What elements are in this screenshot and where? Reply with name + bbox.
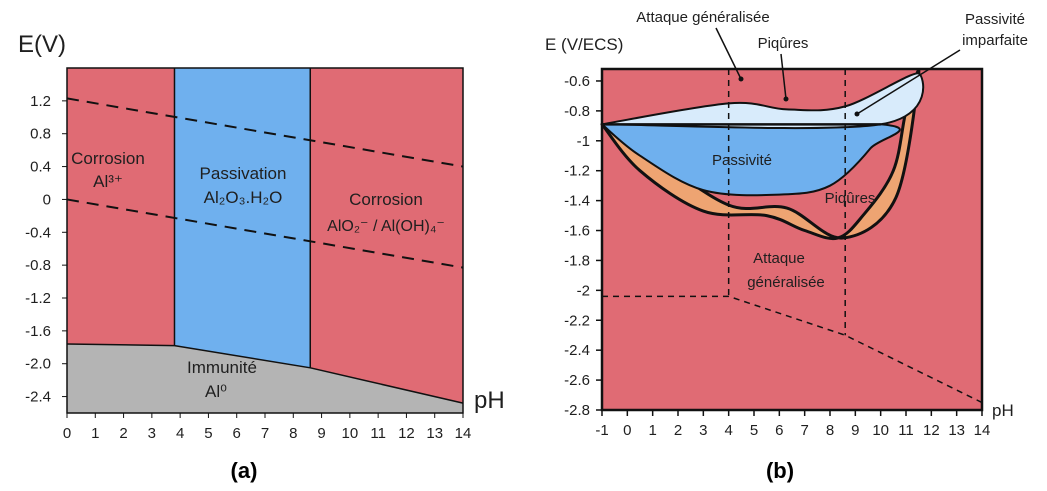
b-xtick-label: 2 <box>674 422 682 439</box>
label-immunite: Immunité <box>187 358 257 377</box>
pointer-imperfect <box>856 49 961 115</box>
a-ytick-label: -2.0 <box>25 356 51 373</box>
label-corrosion-acid: Corrosion <box>71 149 145 168</box>
a-xtick-label: 2 <box>119 425 127 442</box>
a-ytick-label: -1.2 <box>25 290 51 307</box>
panel-a-x-axis-label: pH <box>474 387 505 414</box>
pointer-dot-pitting-top <box>783 96 789 102</box>
b-ytick-label: -0.8 <box>564 103 590 120</box>
label-imperfect-1: Passivité <box>965 11 1025 28</box>
a-xtick-label: 8 <box>289 425 297 442</box>
panel-b-chart: -0.6 -0.8 -1 -1.2 -1.4 -1.6 -1.8 -2 -2.2 -2.4 -2.6… <box>545 9 1028 483</box>
a-xtick-label: 0 <box>63 425 71 442</box>
b-ytick-label: -2.6 <box>564 372 590 389</box>
pointer-pitting-top <box>780 53 787 100</box>
a-xtick-label: 4 <box>176 425 184 442</box>
b-xtick-label: 4 <box>724 422 732 439</box>
a-xtick-label: 6 <box>233 425 241 442</box>
b-xtick-label: 14 <box>974 422 991 439</box>
immunity-boundary <box>66 343 464 404</box>
b-xtick-label: 5 <box>750 422 758 439</box>
pointer-dot-imperfect <box>854 111 860 117</box>
b-ytick-label: -1.8 <box>564 252 590 269</box>
panel-b-caption: (b) <box>766 458 794 483</box>
a-xtick-label: 5 <box>204 425 212 442</box>
panel-b-plot-frame <box>600 67 984 412</box>
b-xtick-label: 7 <box>800 422 808 439</box>
b-xtick-label: 6 <box>775 422 783 439</box>
region-2 <box>310 68 463 413</box>
label-attack-mid-2: généralisée <box>747 274 825 291</box>
a-xtick-label: 1 <box>91 425 99 442</box>
a-ytick-label: 0.8 <box>30 126 51 143</box>
label-passivation: Passivation <box>200 164 287 183</box>
label-pitting-top: Piqûres <box>758 35 809 52</box>
label-passivity: Passivité <box>712 152 772 169</box>
b-ytick-label: -1.6 <box>564 223 590 240</box>
label-alo2-aloh4: AlO₂⁻ / Al(OH)₄⁻ <box>327 218 445 235</box>
b-ytick-label: -1 <box>577 133 590 150</box>
b-ytick-label: -2 <box>577 282 590 299</box>
b-xtick-label: -1 <box>595 422 608 439</box>
label-attack-top: Attaque généralisée <box>636 9 769 26</box>
a-ytick-label: -0.8 <box>25 257 51 274</box>
a-xtick-label: 14 <box>455 425 472 442</box>
b-xtick-label: 9 <box>851 422 859 439</box>
label-al2o3: Al₂O₃.H₂O <box>204 188 283 207</box>
pointer-dot-attack-top <box>738 76 744 82</box>
label-corrosion-basic: Corrosion <box>349 190 423 209</box>
b-xtick-label: 10 <box>872 422 889 439</box>
a-ytick-label: 1.2 <box>30 93 51 110</box>
a-ytick-label: 0.4 <box>30 159 51 176</box>
dashed-boundary-2 <box>602 295 983 404</box>
panel-a-caption: (a) <box>231 458 258 483</box>
b-xtick-label: 11 <box>898 422 914 439</box>
a-xtick-label: 10 <box>342 425 359 442</box>
b-ytick-label: -1.2 <box>564 163 590 180</box>
b-ytick-label: -2.8 <box>564 402 590 419</box>
panel-b-x-axis-label: pH <box>992 401 1014 420</box>
b-xtick-label: 3 <box>699 422 707 439</box>
b-xtick-label: 8 <box>826 422 834 439</box>
label-al0: Al⁰ <box>205 382 227 401</box>
a-ytick-label: -1.6 <box>25 323 51 340</box>
a-xtick-label: 9 <box>317 425 325 442</box>
a-xtick-label: 13 <box>426 425 443 442</box>
label-imperfect-2: imparfaite <box>962 32 1028 49</box>
label-attack-mid-1: Attaque <box>753 250 805 267</box>
a-xtick-label: 11 <box>370 425 386 442</box>
a-ytick-label: -0.4 <box>25 224 51 241</box>
b-xtick-label: 12 <box>923 422 940 439</box>
b-xtick-label: 13 <box>948 422 965 439</box>
b-xtick-label: 0 <box>623 422 631 439</box>
a-ytick-label: -2.4 <box>25 389 51 406</box>
label-pitting-mid: Piqûres <box>825 190 876 207</box>
label-al3plus: Al³⁺ <box>93 172 123 191</box>
b-ytick-label: -0.6 <box>564 73 590 90</box>
region-immunity <box>67 344 463 413</box>
a-xtick-label: 12 <box>398 425 415 442</box>
a-xtick-label: 7 <box>261 425 269 442</box>
panel-b-y-axis-label: E (V/ECS) <box>545 35 623 54</box>
b-xtick-label: 1 <box>648 422 656 439</box>
pointer-attack-top <box>715 27 742 80</box>
a-xtick-label: 3 <box>148 425 156 442</box>
b-ytick-label: -2.2 <box>564 312 590 329</box>
water-line-1 <box>66 198 464 269</box>
panel-a-y-axis-label: E(V) <box>18 31 66 58</box>
b-ytick-label: -1.4 <box>564 193 590 210</box>
a-ytick-label: 0 <box>43 191 51 208</box>
water-line-0 <box>66 97 464 168</box>
b-ytick-label: -2.4 <box>564 342 590 359</box>
